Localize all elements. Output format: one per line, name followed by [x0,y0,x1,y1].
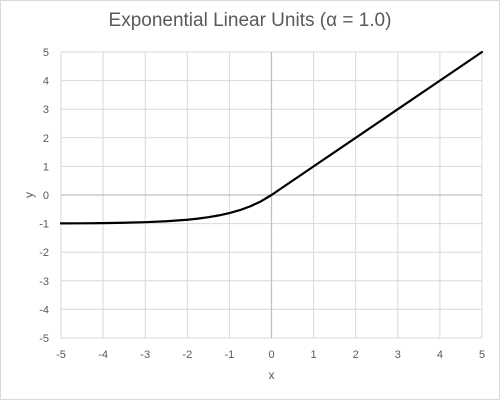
y-tick-label: 5 [43,47,49,59]
x-axis-label: x [269,368,275,382]
y-tick-label: 4 [43,76,49,88]
y-tick-label: 3 [43,104,49,116]
x-tick-label: 1 [311,349,317,361]
x-tick-label: 0 [268,349,274,361]
x-tick-label: -4 [98,349,108,361]
x-tick-label: 4 [437,349,443,361]
chart-title: Exponential Linear Units (α = 1.0) [108,10,392,31]
y-tick-labels: -5 -4 -3 -2 -1 0 1 2 3 4 5 [39,47,49,345]
x-tick-label: 5 [479,349,485,361]
series-layer [59,50,484,225]
series-line [59,50,484,225]
y-tick-label: -2 [39,247,49,259]
y-tick-label: 0 [43,190,49,202]
x-tick-label: -3 [140,349,150,361]
x-tick-label: -2 [182,349,192,361]
y-tick-label: 2 [43,133,49,145]
x-tick-label: 3 [395,349,401,361]
y-axis-label: y [22,192,36,198]
y-tick-label: -4 [39,304,49,316]
y-tick-label: 1 [43,161,49,173]
y-tick-label: -1 [39,219,49,231]
y-tick-label: -3 [39,276,49,288]
x-tick-label: -5 [56,349,66,361]
x-tick-labels: -5 -4 -3 -2 -1 0 1 2 3 4 5 [56,349,485,361]
x-tick-label: -1 [225,349,235,361]
y-tick-label: -5 [39,333,49,345]
x-tick-label: 2 [353,349,359,361]
